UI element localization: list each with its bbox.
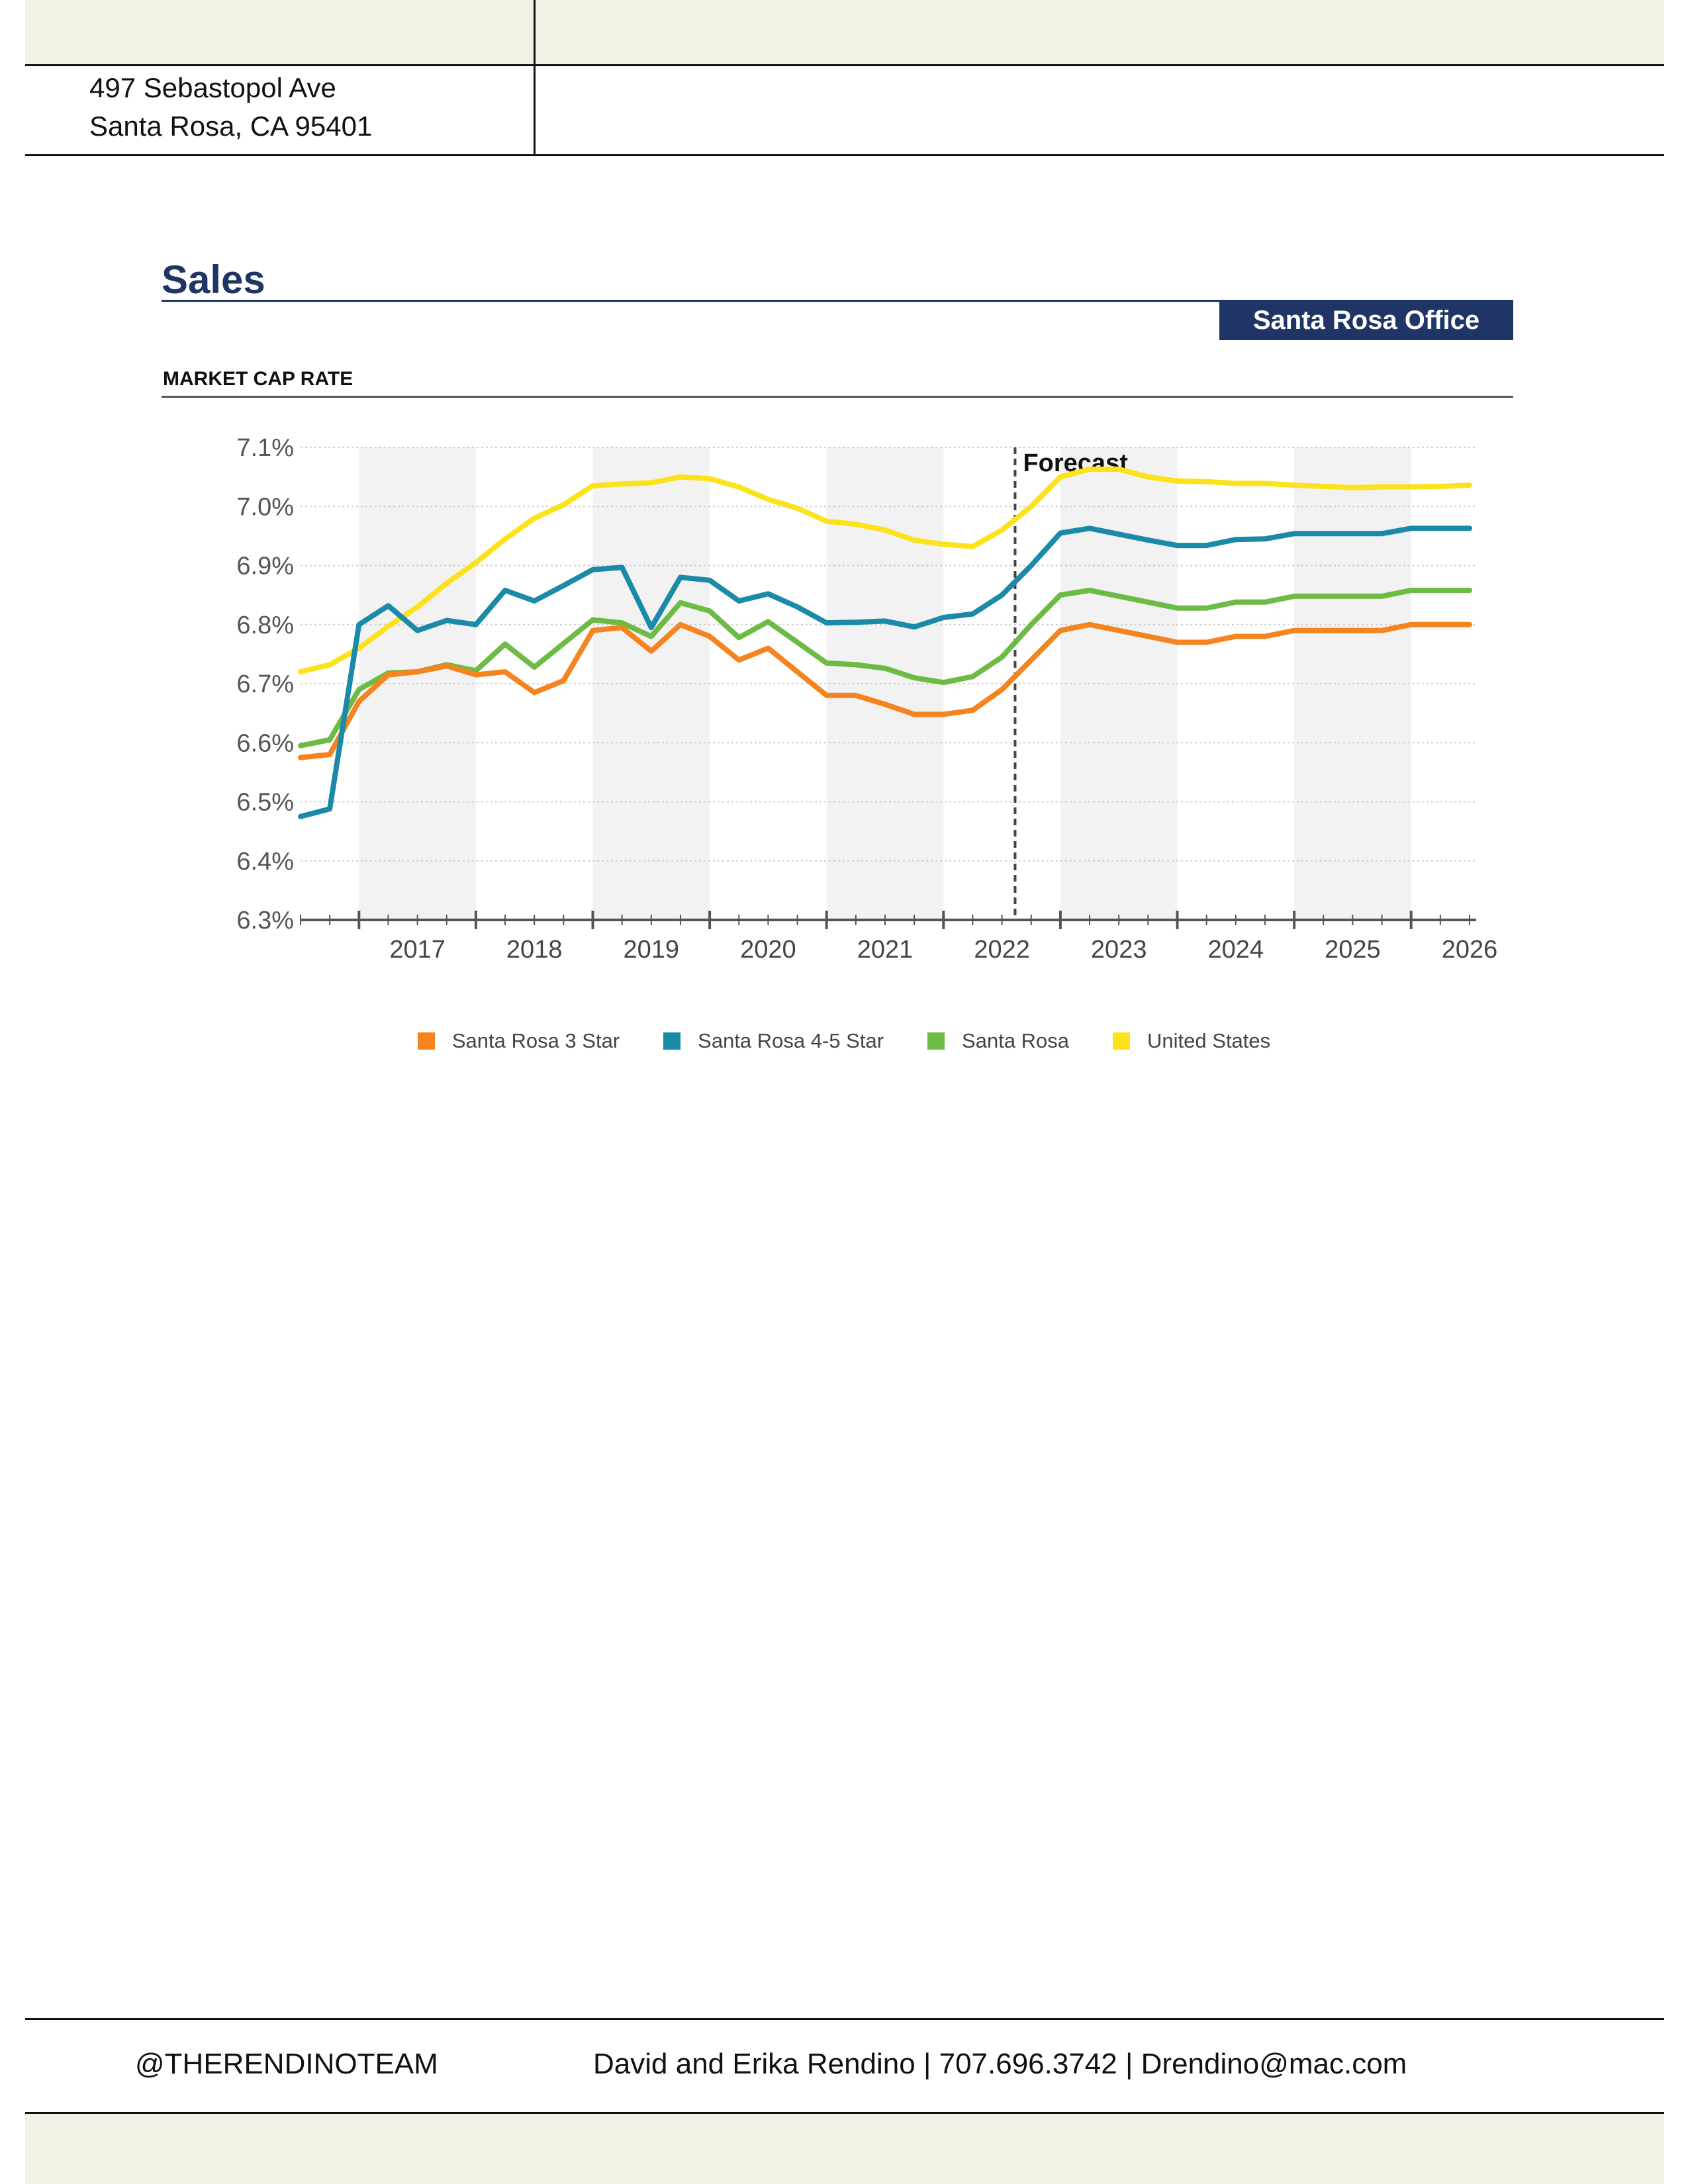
legend-swatch (417, 1032, 435, 1050)
legend-item-santa-rosa: Santa Rosa (927, 1029, 1069, 1053)
series-line-santa-rosa-3-star (298, 621, 1472, 760)
x-tick-label: 2025 (1325, 936, 1381, 964)
x-tick-label: 2018 (506, 936, 563, 964)
x-tick-label: 2022 (974, 936, 1030, 964)
y-tick-label: 6.8% (236, 612, 294, 639)
year-band (592, 447, 710, 920)
series-line-united-states (298, 467, 1472, 675)
x-tick-label: 2026 (1442, 936, 1498, 964)
legend-label: Santa Rosa (962, 1029, 1070, 1052)
legend-swatch (1113, 1032, 1131, 1050)
legend-item-united-states: United States (1113, 1029, 1270, 1053)
legend-label: United States (1147, 1029, 1271, 1052)
chart-title-rule (162, 396, 1513, 398)
section-title: Sales (162, 257, 265, 302)
y-tick-label: 6.9% (236, 553, 294, 580)
header-rule-bottom (25, 154, 1664, 156)
y-tick-label: 6.7% (236, 670, 294, 698)
x-tick-label: 2017 (389, 936, 445, 964)
footer-handle: @THERENDINOTEAM (135, 2048, 438, 2080)
x-tick-label: 2019 (624, 936, 680, 964)
section-rule (162, 300, 1513, 302)
footer-band (25, 2114, 1664, 2184)
footer-rule-top (25, 2018, 1664, 2020)
header-divider (534, 0, 536, 156)
x-tick-label: 2021 (857, 936, 914, 964)
year-band (1060, 447, 1178, 920)
y-tick-label: 7.0% (236, 493, 294, 521)
address-line-1: 497 Sebastopol Ave (89, 72, 336, 103)
legend-item-santa-rosa-3-star: Santa Rosa 3 Star (417, 1029, 620, 1053)
x-tick-label: 2023 (1091, 936, 1147, 964)
header-band (25, 0, 1664, 65)
header-rule-top (25, 64, 1664, 66)
y-tick-label: 6.3% (236, 907, 294, 934)
y-tick-label: 6.6% (236, 729, 294, 757)
cap-rate-chart: 7.1% 7.0% 6.9% 6.8% 6.7% 6.6% 6.5% 6.4% 6.3% 2017… (236, 434, 1498, 964)
office-badge: Santa Rosa Office (1219, 300, 1513, 340)
legend-label: Santa Rosa 4-5 Star (698, 1029, 884, 1052)
footer-rule-bottom (25, 2112, 1664, 2114)
legend-item-santa-rosa-4-5-star: Santa Rosa 4-5 Star (663, 1029, 884, 1053)
y-tick-label: 6.4% (236, 848, 294, 876)
legend-label: Santa Rosa 3 Star (451, 1029, 620, 1052)
address-line-2: Santa Rosa, CA 95401 (89, 111, 373, 142)
footer-contact: David and Erika Rendino | 707.696.3742 |… (593, 2048, 1407, 2080)
series-line-santa-rosa (298, 588, 1472, 749)
legend-swatch (663, 1032, 681, 1050)
series-line-santa-rosa-4-5-star (298, 525, 1472, 819)
y-tick-label: 7.1% (236, 434, 294, 462)
chart-title: MARKET CAP RATE (163, 368, 353, 390)
chart-legend: Santa Rosa 3 Star Santa Rosa 4-5 Star Sa… (0, 1029, 1688, 1053)
y-tick-label: 6.5% (236, 789, 294, 817)
x-tick-label: 2020 (740, 936, 796, 964)
x-tick-label: 2024 (1208, 936, 1264, 964)
legend-swatch (927, 1032, 945, 1050)
